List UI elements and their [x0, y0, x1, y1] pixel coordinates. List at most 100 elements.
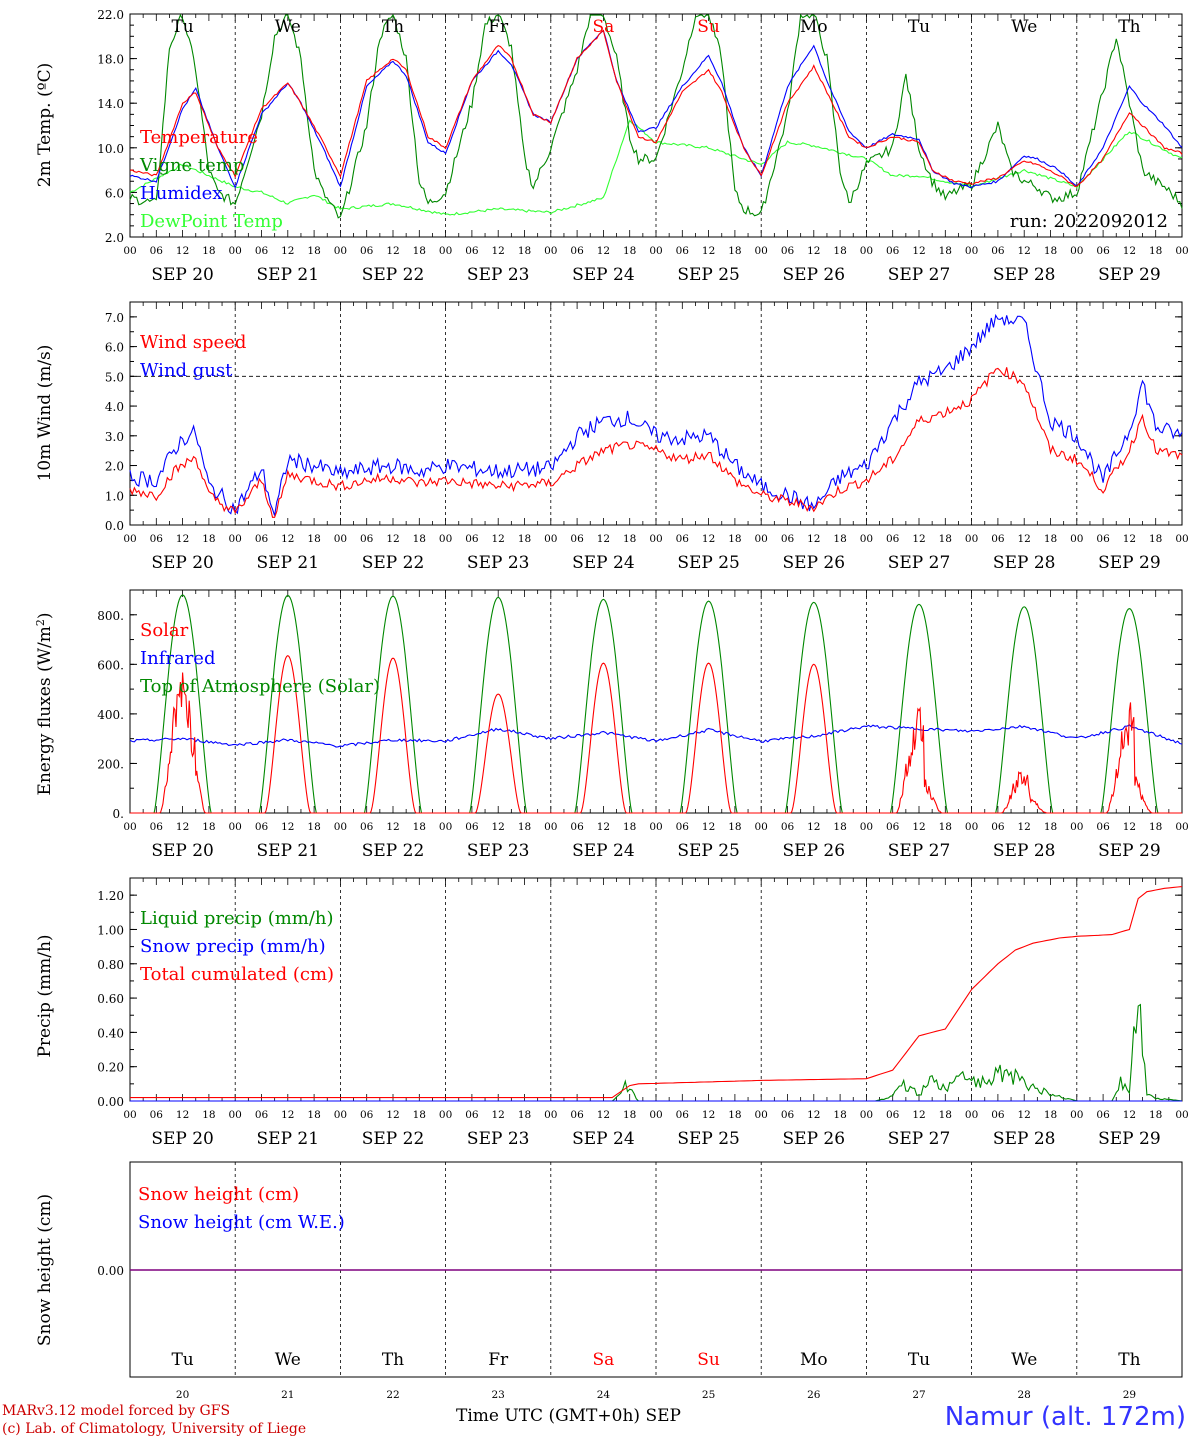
hour-label: 18	[413, 533, 426, 545]
hour-label: 06	[255, 533, 269, 545]
y-tick-label: 4.0	[105, 400, 124, 414]
day-number: 28	[1018, 1389, 1031, 1401]
hour-label: 18	[202, 821, 215, 833]
hour-label: 06	[360, 1109, 374, 1121]
run-annotation: run: 2022092012	[1010, 211, 1168, 232]
hour-label: 06	[886, 1109, 900, 1121]
hour-label: 18	[939, 245, 952, 257]
hour-label: 06	[1096, 245, 1110, 257]
date-label: SEP 23	[467, 265, 530, 285]
hour-label: 18	[939, 533, 952, 545]
date-label: SEP 28	[993, 841, 1056, 861]
hour-label: 12	[281, 821, 294, 833]
y-tick-label: 0.0	[105, 519, 124, 533]
hour-label: 18	[307, 821, 320, 833]
day-name-bottom: Sa	[593, 1350, 615, 1370]
hour-label: 06	[255, 1109, 269, 1121]
legend-vigne-temp: Vigne temp	[139, 155, 244, 176]
y-tick-label: 18.0	[97, 53, 124, 67]
date-label: SEP 20	[151, 265, 214, 285]
hour-label: 12	[281, 245, 294, 257]
day-name-bottom: Tu	[908, 1350, 930, 1370]
y-tick-label: 7.0	[105, 311, 124, 325]
date-label: SEP 29	[1098, 1129, 1161, 1149]
y-tick-label: 3.0	[105, 430, 124, 444]
hour-label: 00	[334, 245, 347, 257]
date-label: SEP 24	[572, 553, 635, 573]
hour-label: 12	[597, 1109, 610, 1121]
hour-label: 12	[176, 821, 189, 833]
y-tick-label: 6.0	[105, 186, 124, 200]
hour-label: 00	[544, 245, 557, 257]
hour-label: 18	[1044, 1109, 1057, 1121]
hour-label: 00	[1175, 1109, 1188, 1121]
hour-label: 00	[229, 533, 242, 545]
hour-label: 18	[202, 533, 215, 545]
hour-label: 12	[702, 821, 715, 833]
hour-label: 00	[965, 533, 978, 545]
legend-temperature: Temperature	[140, 127, 258, 148]
y-tick-label: 1.20	[97, 889, 124, 903]
series-total-cumulated	[130, 886, 1183, 1099]
hour-label: 00	[544, 533, 557, 545]
y-tick-label: 14.0	[97, 97, 124, 111]
date-label: SEP 20	[151, 553, 214, 573]
date-label: SEP 23	[467, 1129, 530, 1149]
panel-1	[129, 13, 1183, 238]
hour-label: 18	[1044, 821, 1057, 833]
hour-label: 12	[386, 245, 399, 257]
legend-top-of-atmosphere: Top of Atmosphere (Solar)	[140, 676, 380, 697]
hour-label: 18	[413, 1109, 426, 1121]
hour-label: 00	[229, 245, 242, 257]
date-label: SEP 21	[257, 1129, 320, 1149]
day-name-top: Th	[1118, 17, 1140, 37]
hour-label: 00	[860, 245, 873, 257]
hour-label: 06	[886, 245, 900, 257]
hour-label: 12	[912, 821, 925, 833]
hour-label: 00	[123, 821, 136, 833]
hour-label: 12	[386, 533, 399, 545]
hour-label: 00	[965, 821, 978, 833]
date-label: SEP 27	[888, 265, 951, 285]
legend-snow-precip: Snow precip (mm/h)	[140, 936, 326, 957]
y-tick-label: 0.00	[97, 1264, 124, 1278]
y-tick-label: 2.0	[105, 231, 124, 245]
hour-label: 18	[1044, 533, 1057, 545]
day-name-bottom: Mo	[800, 1350, 828, 1370]
hour-label: 18	[202, 245, 215, 257]
hour-label: 18	[728, 1109, 741, 1121]
day-number: 22	[386, 1389, 399, 1401]
hour-label: 06	[676, 245, 690, 257]
date-label: SEP 22	[362, 553, 425, 573]
hour-label: 12	[492, 533, 505, 545]
hour-label: 00	[123, 533, 136, 545]
y-tick-label: 1.00	[97, 923, 124, 937]
hour-label: 18	[623, 245, 636, 257]
hour-label: 18	[623, 533, 636, 545]
hour-label: 06	[570, 821, 584, 833]
date-label: SEP 20	[151, 1129, 214, 1149]
hour-label: 00	[229, 1109, 242, 1121]
date-label: SEP 28	[993, 553, 1056, 573]
hour-label: 00	[439, 1109, 452, 1121]
hour-label: 06	[150, 245, 164, 257]
hour-label: 12	[176, 533, 189, 545]
hour-label: 00	[1175, 821, 1188, 833]
hour-label: 18	[1044, 245, 1057, 257]
hour-label: 12	[386, 1109, 399, 1121]
hour-label: 00	[755, 245, 768, 257]
date-label: SEP 24	[572, 1129, 635, 1149]
y-axis-title: Energy fluxes (W/m2)	[34, 612, 56, 795]
hour-label: 18	[518, 821, 531, 833]
day-number: 25	[702, 1389, 715, 1401]
legend-solar: Solar	[140, 620, 189, 641]
series-solar	[130, 655, 1182, 814]
y-tick-label: 400.	[97, 708, 124, 722]
hour-label: 00	[334, 821, 347, 833]
legend-dewpoint-temp: DewPoint Temp	[140, 211, 283, 232]
hour-label: 06	[570, 533, 584, 545]
hour-label: 12	[702, 1109, 715, 1121]
hour-label: 06	[781, 533, 795, 545]
hour-label: 18	[939, 821, 952, 833]
